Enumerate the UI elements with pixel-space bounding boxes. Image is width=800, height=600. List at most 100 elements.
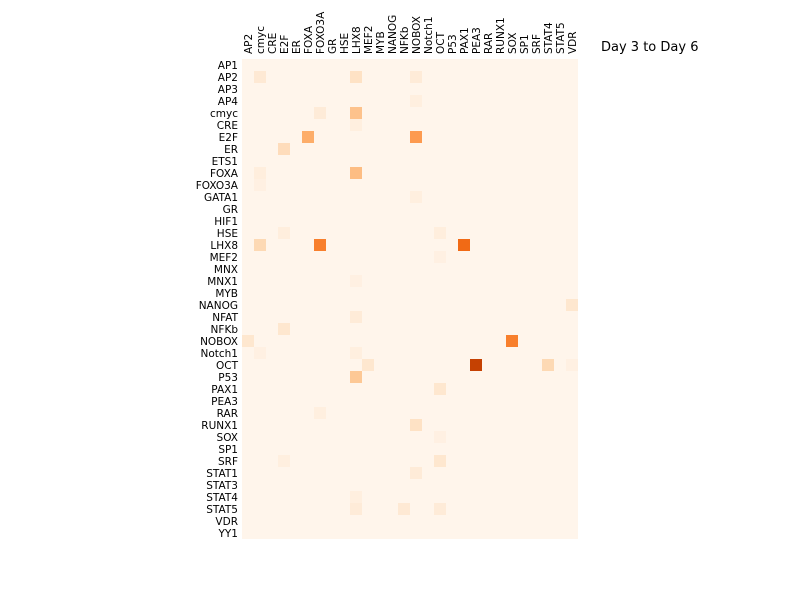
x-tick-label: OCT xyxy=(435,31,447,54)
heatmap-cells-layer xyxy=(242,71,578,515)
heatmap-cell xyxy=(470,359,482,371)
heatmap-cell xyxy=(410,95,422,107)
y-tick-label: HSE xyxy=(217,228,238,240)
heatmap-cell xyxy=(350,347,362,359)
y-tick-label: AP3 xyxy=(218,84,238,96)
y-tick-label: YY1 xyxy=(217,528,238,540)
y-tick-label: PEA3 xyxy=(211,396,238,408)
y-tick-label: Notch1 xyxy=(200,348,238,360)
x-tick-label: ER xyxy=(291,40,303,54)
y-tick-label: LHX8 xyxy=(210,240,238,252)
chart-title: Day 3 to Day 6 xyxy=(601,40,699,55)
heatmap-cell xyxy=(242,335,254,347)
y-tick-label: RAR xyxy=(217,408,238,420)
x-tick-label: cmyc xyxy=(255,26,267,54)
y-tick-label: ER xyxy=(224,144,238,156)
y-tick-label: GR xyxy=(223,204,238,216)
heatmap-cell xyxy=(314,107,326,119)
x-tick-label: AP2 xyxy=(243,34,255,54)
heatmap-cell xyxy=(410,191,422,203)
y-tick-label: AP2 xyxy=(218,72,238,84)
heatmap-cell xyxy=(542,359,554,371)
x-tick-labels: AP2 cmyc CRE E2F ER FOXA FOXO3A GR HSE LHX8 MEF2 MY… xyxy=(243,11,579,54)
y-tick-label: AP4 xyxy=(218,96,239,108)
heatmap-cell xyxy=(278,143,290,155)
heatmap-cell xyxy=(278,227,290,239)
y-tick-label: FOXO3A xyxy=(196,180,239,192)
x-tick-label: GR xyxy=(327,39,339,54)
heatmap-cell xyxy=(506,335,518,347)
x-tick-label: PAX1 xyxy=(459,27,471,54)
x-tick-label: Notch1 xyxy=(423,16,435,54)
y-tick-label: STAT4 xyxy=(206,492,238,504)
x-tick-label: MYB xyxy=(375,31,387,54)
heatmap-cell xyxy=(434,503,446,515)
x-tick-label: P53 xyxy=(447,34,459,54)
y-tick-label: NFKb xyxy=(211,324,239,336)
heatmap-cell xyxy=(410,71,422,83)
x-tick-label: FOXA xyxy=(303,25,315,54)
y-tick-label: SRF xyxy=(218,456,238,468)
heatmap-cell xyxy=(278,323,290,335)
x-tick-label: SRF xyxy=(531,34,543,54)
y-tick-label: MNX xyxy=(214,264,238,276)
x-tick-label: PEA3 xyxy=(471,27,483,54)
heatmap-cell xyxy=(362,359,374,371)
x-tick-label: CRE xyxy=(267,33,279,54)
heatmap-cell xyxy=(434,383,446,395)
heatmap-cell xyxy=(410,467,422,479)
x-tick-label: STAT4 xyxy=(543,22,555,54)
heatmap-cell xyxy=(350,311,362,323)
y-tick-label: OCT xyxy=(216,360,239,372)
heatmap-cell xyxy=(350,119,362,131)
y-tick-label: cmyc xyxy=(210,108,238,120)
heatmap-cell xyxy=(254,239,266,251)
x-tick-label: NOBOX xyxy=(411,16,423,54)
y-tick-label: MYB xyxy=(215,288,238,300)
heatmap-cell xyxy=(350,107,362,119)
y-tick-label: MEF2 xyxy=(210,252,238,264)
y-tick-label: FOXA xyxy=(210,168,239,180)
heatmap-cell xyxy=(254,167,266,179)
y-tick-label: STAT3 xyxy=(206,480,238,492)
heatmap-cell xyxy=(278,455,290,467)
x-tick-label: LHX8 xyxy=(351,26,363,54)
x-tick-label: FOXO3A xyxy=(315,11,327,54)
heatmap-cell xyxy=(410,131,422,143)
y-tick-label: HIF1 xyxy=(214,216,238,228)
x-tick-label: STAT5 xyxy=(555,22,567,54)
x-tick-label: RUNX1 xyxy=(495,17,507,54)
heatmap-cell xyxy=(350,371,362,383)
x-tick-label: NFKb xyxy=(399,26,411,54)
y-tick-label: NANOG xyxy=(199,300,238,312)
y-tick-label: GATA1 xyxy=(204,192,238,204)
y-tick-label: VDR xyxy=(215,516,238,528)
heatmap-cell xyxy=(350,275,362,287)
y-tick-label: PAX1 xyxy=(211,384,238,396)
y-tick-label: SP1 xyxy=(218,444,238,456)
heatmap-cell xyxy=(254,179,266,191)
y-tick-label: RUNX1 xyxy=(201,420,238,432)
heatmap-cell xyxy=(434,251,446,263)
heatmap-cell xyxy=(434,227,446,239)
y-tick-label: CRE xyxy=(217,120,238,132)
heatmap-cell xyxy=(314,239,326,251)
x-tick-label: E2F xyxy=(279,35,291,54)
heatmap-cell xyxy=(254,71,266,83)
heatmap-cell xyxy=(314,407,326,419)
x-tick-label: VDR xyxy=(567,31,579,54)
heatmap-cell xyxy=(302,131,314,143)
heatmap-cell xyxy=(434,431,446,443)
heatmap-cell xyxy=(458,239,470,251)
x-tick-label: RAR xyxy=(483,33,495,54)
heatmap-cell xyxy=(350,71,362,83)
y-tick-label: AP1 xyxy=(218,60,238,72)
y-tick-label: SOX xyxy=(217,432,238,444)
heatmap-cell xyxy=(410,419,422,431)
y-tick-label: NFAT xyxy=(212,312,238,324)
x-tick-label: MEF2 xyxy=(363,26,375,54)
y-tick-labels: AP1AP2AP3AP4cmycCREE2FERETS1FOXAFOXO3AGA… xyxy=(196,60,239,540)
y-tick-label: P53 xyxy=(218,372,238,384)
y-tick-label: STAT1 xyxy=(206,468,238,480)
